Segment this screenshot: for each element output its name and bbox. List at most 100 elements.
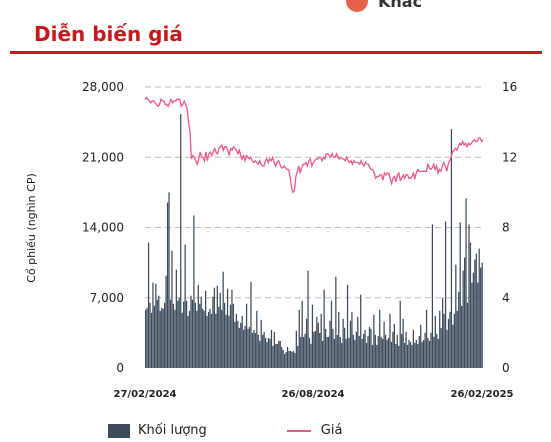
volume-bar-218: [463, 257, 466, 368]
volume-bar-210: [452, 324, 454, 368]
volume-bar-52: [221, 309, 223, 368]
volume-bar-19: [172, 303, 175, 368]
volume-bar-165: [386, 339, 388, 368]
volume-bar-26: [183, 301, 185, 368]
volume-bar-141: [351, 311, 353, 368]
volume-bar-125: [327, 336, 330, 368]
price-series-line: [144, 96, 484, 194]
volume-bar-43: [207, 311, 210, 368]
volume-bar-124: [326, 336, 328, 368]
volume-bar-13: [164, 302, 166, 368]
volume-bar-76: [256, 310, 258, 368]
volume-bar-36: [197, 284, 199, 368]
volume-bar-14: [165, 275, 167, 368]
volume-bar-110: [305, 318, 308, 368]
legend-label-volume: Khối lượng: [138, 423, 207, 438]
volume-bar-211: [453, 313, 455, 368]
volume-bar-212: [455, 264, 457, 368]
volume-bar-214: [458, 291, 460, 368]
volume-bar-198: [434, 315, 436, 368]
volume-bar-4: [150, 312, 153, 368]
volume-bar-18: [171, 250, 173, 368]
volume-bar-164: [384, 334, 387, 368]
left-tick-label-4: 28,000: [82, 80, 124, 94]
volume-bar-70: [247, 328, 249, 368]
legend-label-price: Giá: [320, 423, 343, 438]
volume-bar-92: [279, 340, 281, 368]
x-axis-ticks: 27/02/2024 26/08/2024 26/02/2025: [114, 389, 514, 400]
volume-bar-105: [298, 309, 300, 368]
volume-bar-154: [370, 328, 372, 368]
volume-bar-148: [361, 338, 363, 368]
volume-bar-39: [202, 308, 204, 368]
volume-bar-209: [450, 129, 453, 368]
volume-bar-103: [295, 330, 297, 368]
volume-bar-68: [244, 325, 246, 368]
volume-bar-16: [168, 192, 170, 369]
volume-bar-126: [329, 320, 331, 368]
volume-bar-178: [405, 331, 407, 368]
volume-bar-189: [421, 341, 423, 368]
volume-bar-56: [226, 288, 229, 368]
volume-bar-97: [286, 346, 289, 368]
volume-bar-133: [339, 336, 341, 368]
volume-bar-187: [418, 335, 420, 368]
volume-bar-30: [188, 310, 191, 368]
volume-bar-180: [408, 339, 410, 368]
volume-bar-60: [232, 303, 235, 368]
volume-bar-108: [303, 336, 305, 368]
volume-bar-116: [314, 330, 316, 368]
volume-bar-163: [383, 321, 385, 368]
title-divider: [10, 51, 542, 54]
volume-bar-207: [447, 318, 450, 368]
volume-bar-162: [382, 338, 384, 368]
volume-bar-128: [332, 328, 334, 368]
volume-bar-121: [322, 340, 324, 368]
volume-bar-86: [270, 329, 273, 368]
legend-item-price: Giá: [286, 423, 343, 438]
price-swatch: [286, 429, 311, 432]
volume-bar-96: [285, 351, 287, 368]
volume-bar-90: [276, 343, 278, 368]
left-tick-label-1: 7,000: [90, 291, 124, 305]
volume-bar-201: [439, 310, 441, 368]
legend-item-volume: Khối lượng: [108, 423, 207, 438]
volume-bar-40: [203, 310, 205, 368]
volume-bar-6: [153, 305, 156, 368]
right-tick-label-3: 12: [502, 150, 517, 164]
volume-bar-33: [193, 215, 195, 368]
volume-bar-12: [162, 308, 164, 368]
volume-bar-101: [292, 350, 295, 368]
top-legend-item: Khác: [346, 0, 422, 12]
volume-bar-138: [346, 284, 349, 368]
volume-bar-135: [342, 318, 344, 368]
volume-bar-57: [228, 315, 230, 368]
volume-bar-122: [323, 289, 325, 368]
volume-bar-183: [412, 329, 415, 368]
volume-bar-200: [437, 338, 439, 368]
volume-bar-47: [213, 287, 216, 368]
volume-bar-176: [402, 318, 404, 368]
volume-bar-169: [392, 331, 394, 368]
volume-bar-66: [241, 315, 243, 368]
volume-bar-95: [284, 353, 286, 368]
volume-bar-152: [367, 335, 369, 368]
top-legend-label: Khác: [378, 0, 423, 11]
volume-bar-181: [409, 341, 412, 368]
volume-bar-80: [262, 334, 264, 368]
volume-bars: [145, 114, 483, 369]
volume-bar-87: [272, 345, 274, 368]
volume-bar-11: [161, 307, 163, 368]
volume-bar-167: [389, 313, 391, 368]
grid-lines: [145, 86, 483, 299]
volume-bar-61: [234, 321, 236, 368]
volume-bar-32: [191, 299, 194, 368]
volume-bar-28: [185, 300, 188, 368]
volume-bar-22: [177, 300, 179, 368]
volume-bar-79: [260, 319, 262, 368]
volume-bar-143: [354, 339, 356, 368]
volume-bar-100: [291, 351, 293, 368]
volume-bar-194: [428, 340, 431, 368]
volume-bar-63: [237, 320, 239, 368]
